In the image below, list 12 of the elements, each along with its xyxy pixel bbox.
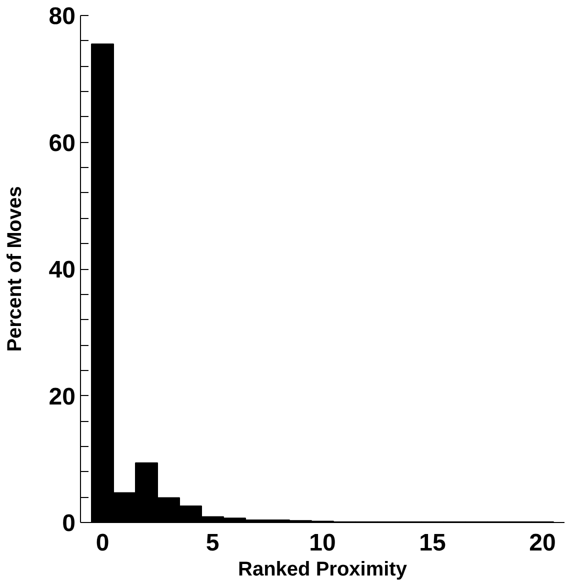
y-tick-label: 80 bbox=[48, 3, 76, 30]
x-tick-label: 5 bbox=[206, 530, 220, 556]
y-tick-label: 0 bbox=[62, 510, 76, 537]
x-tick-label: 0 bbox=[96, 530, 110, 556]
x-tick-label: 20 bbox=[529, 530, 556, 556]
y-tick-label: 60 bbox=[48, 130, 76, 157]
y-tick-label: 40 bbox=[48, 256, 76, 284]
x-tick-label: 10 bbox=[309, 530, 336, 556]
y-tick-label: 20 bbox=[48, 383, 76, 410]
x-tick-label: 15 bbox=[419, 530, 446, 556]
y-axis-title: Percent of Moves bbox=[4, 186, 26, 352]
x-axis-title: Ranked Proximity bbox=[238, 558, 408, 580]
